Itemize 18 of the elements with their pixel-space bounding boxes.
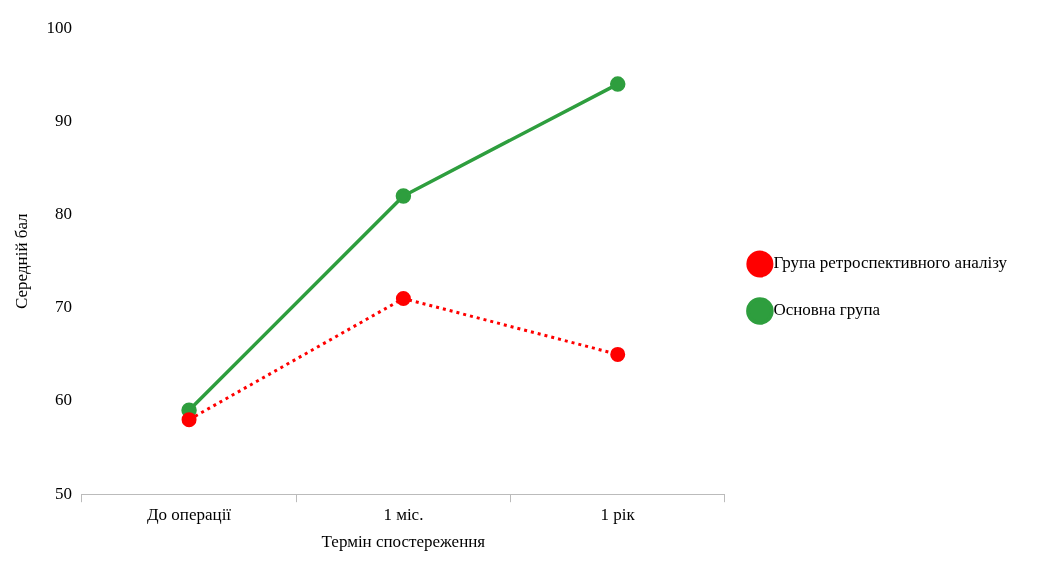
x-tick-label: 1 рік — [600, 504, 636, 524]
y-axis-title: Середній бал — [11, 212, 31, 309]
legend-label: Група ретроспективного аналізу — [773, 253, 1008, 273]
y-tick-label: 50 — [54, 483, 72, 503]
y-tick-label: 60 — [54, 390, 72, 410]
point — [395, 290, 411, 306]
y-tick-label: 80 — [54, 204, 72, 224]
legend-label: Основна група — [773, 300, 881, 320]
y-tick-label: 90 — [54, 110, 72, 130]
x-axis-title: Термін спостереження — [321, 532, 486, 552]
x-tick-label: 1 міс. — [383, 504, 424, 524]
point — [609, 76, 626, 92]
x-tick-label: До операції — [147, 504, 232, 524]
point — [610, 346, 626, 362]
point — [181, 412, 197, 428]
point — [395, 188, 412, 204]
y-tick-label: 100 — [46, 17, 72, 37]
y-tick-label: 70 — [54, 297, 72, 317]
